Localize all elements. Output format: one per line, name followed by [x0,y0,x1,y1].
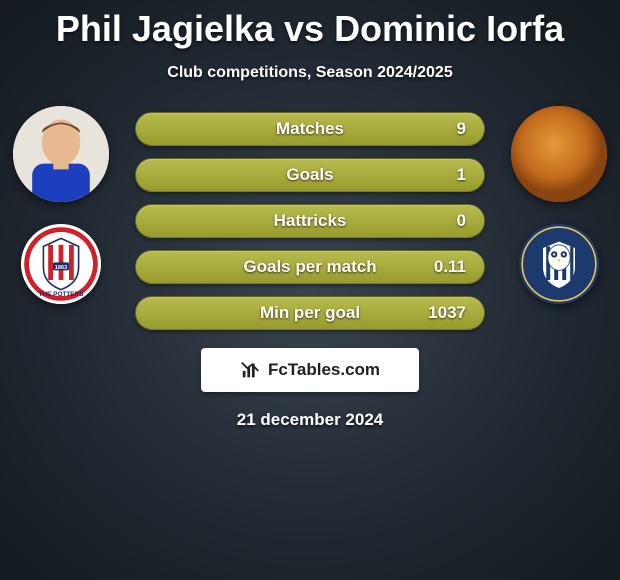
date-text: 21 december 2024 [0,410,620,430]
stat-value-right: 0 [457,211,466,231]
player-right-club-badge [519,224,599,304]
sheffield-wednesday-badge-icon [519,224,599,304]
stat-bars: Matches 9 Goals 1 Hattricks 0 Goals per … [135,112,485,330]
player-left-avatar-svg [13,106,109,202]
stat-label: Min per goal [260,303,360,323]
stat-value-right: 1037 [428,303,466,323]
page-title: Phil Jagielka vs Dominic Iorfa [56,8,564,50]
stat-label: Hattricks [274,211,347,231]
player-right-avatar [511,106,607,202]
stat-bar-goals: Goals 1 [135,158,485,192]
branding-badge: FcTables.com [201,348,419,392]
stat-value-right: 9 [457,119,466,139]
stat-bar-matches: Matches 9 [135,112,485,146]
stat-label: Goals [286,165,333,185]
player-left-club-badge: THE POTTERS 1863 [21,224,101,304]
player-right-avatar-svg [511,106,607,202]
player-left-column: THE POTTERS 1863 [6,106,116,304]
stat-bar-min-per-goal: Min per goal 1037 [135,296,485,330]
subtitle: Club competitions, Season 2024/2025 [167,64,452,82]
bar-chart-icon [240,359,262,381]
stat-value-right: 0.11 [434,257,466,277]
player-right-column [504,106,614,304]
content-area: Phil Jagielka vs Dominic Iorfa Club comp… [0,0,620,580]
branding-text: FcTables.com [268,360,380,380]
stat-value-right: 1 [457,165,466,185]
stat-label: Goals per match [243,257,376,277]
stat-bar-goals-per-match: Goals per match 0.11 [135,250,485,284]
stoke-badge-icon: THE POTTERS 1863 [21,224,101,304]
svg-text:1863: 1863 [55,265,67,271]
player-left-avatar [13,106,109,202]
stat-label: Matches [276,119,344,139]
stat-bar-hattricks: Hattricks 0 [135,204,485,238]
comparison-area: THE POTTERS 1863 [0,112,620,430]
svg-text:THE POTTERS: THE POTTERS [39,291,84,298]
